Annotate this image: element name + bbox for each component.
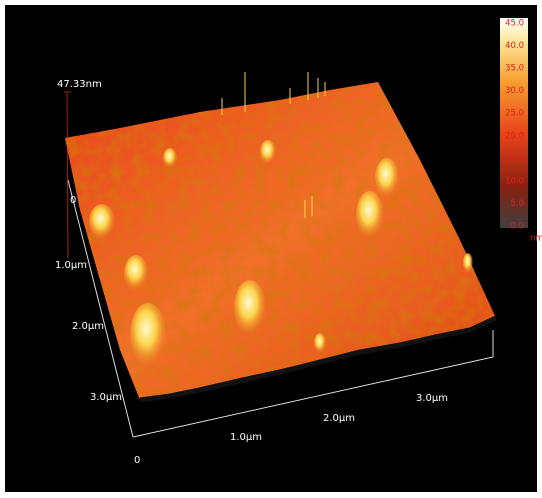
colorbar-label: 20.0 [505,131,524,141]
peak [463,253,473,273]
colorbar-label: 25.0 [505,109,524,119]
peak [234,280,266,336]
peak [375,158,399,198]
colorbar-label: 45.0 [505,19,524,29]
frame [67,179,494,438]
bottom-axis-label: 3.0µm [416,393,448,404]
colorbar-label: 10.0 [505,176,524,186]
colorbar-label: 5.0 [510,199,524,209]
bottom-axis-label: 0 [134,455,140,466]
colorbar-label: 0.0 [510,222,524,232]
peak [260,140,276,164]
peak [163,148,177,168]
colorbar-label: 35.0 [505,64,524,74]
left-axis-label: 3.0µm [90,392,122,403]
bottom-axis-label: 1.0µm [230,432,262,443]
left-axis-label: 1.0µm [55,260,87,271]
colorbar [500,18,528,228]
colorbar-labels: 0.0 5.0 10.0 15.0 20.0 25.0 30.0 35.0 40.0 45.0 [505,19,524,232]
colorbar-unit: nm [530,234,542,244]
axis-labels: 0 1.0µm 2.0µm 3.0µm 0 1.0µm 2.0µm 3.0µm [55,195,448,466]
spikes [221,72,326,218]
left-axis-label: 0 [70,195,76,206]
left-axis-label: 2.0µm [72,321,104,332]
peak [130,303,166,367]
peaks [89,140,473,367]
peak [89,204,115,240]
colorbar-label: 15.0 [505,154,524,164]
colorbar-label: 30.0 [505,86,524,96]
peak [124,255,148,291]
bottom-axis-label: 2.0µm [323,413,355,424]
colorbar-label: 40.0 [505,41,524,51]
peak [356,191,384,239]
peak [314,333,326,353]
surface-edge [139,315,498,403]
height-label: 47.33nm [57,79,102,90]
height-line [66,91,69,259]
